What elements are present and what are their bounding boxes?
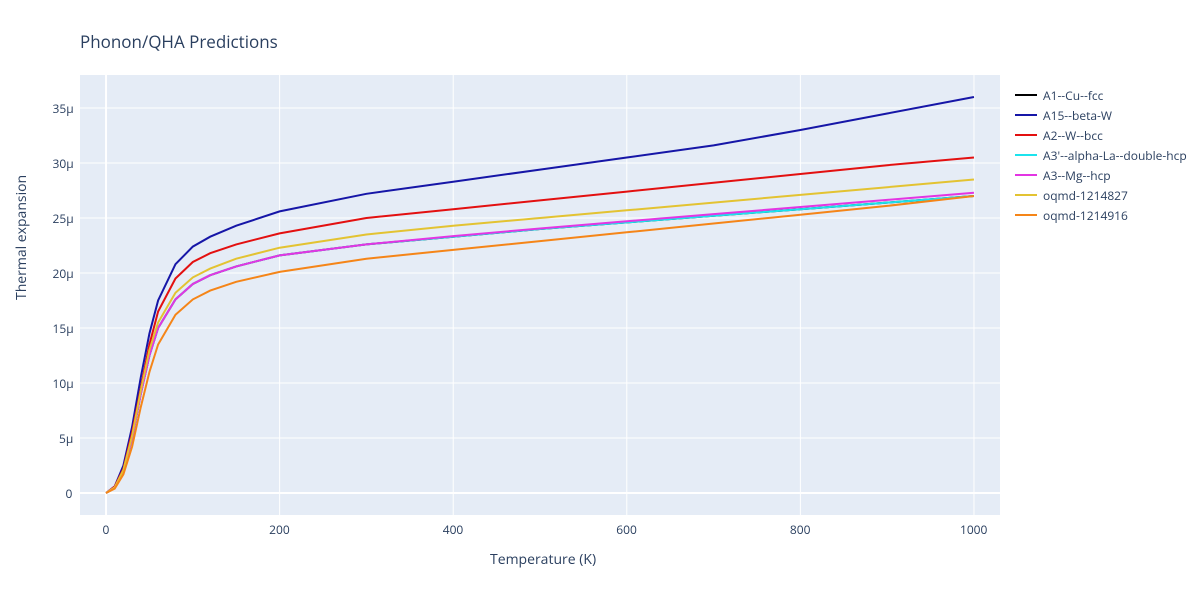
y-tick-label: 35μ bbox=[53, 100, 74, 117]
legend-label: A15--beta-W bbox=[1043, 107, 1112, 124]
legend-label: oqmd-1214827 bbox=[1043, 187, 1128, 204]
series-line[interactable] bbox=[106, 158, 974, 494]
y-tick-label: 5μ bbox=[59, 430, 73, 447]
x-tick-label: 400 bbox=[443, 521, 464, 538]
legend-swatch bbox=[1015, 174, 1037, 176]
series-line[interactable] bbox=[106, 193, 974, 493]
y-tick-label: 30μ bbox=[53, 155, 74, 172]
legend-swatch bbox=[1015, 194, 1037, 196]
x-axis-label: Temperature (K) bbox=[490, 550, 596, 569]
x-tick-label: 0 bbox=[103, 521, 110, 538]
plot-area bbox=[80, 75, 1000, 515]
legend-label: A3'--alpha-La--double-hcp bbox=[1043, 147, 1187, 164]
legend-swatch bbox=[1015, 154, 1037, 156]
y-tick-label: 20μ bbox=[53, 265, 74, 282]
y-tick-label: 10μ bbox=[53, 375, 74, 392]
series-line[interactable] bbox=[106, 196, 974, 493]
legend: A1--Cu--fcc A15--beta-W A2--W--bcc A3'--alp… bbox=[1015, 85, 1187, 225]
y-tick-label: 0 bbox=[66, 485, 73, 502]
y-tick-label: 25μ bbox=[53, 210, 74, 227]
legend-item[interactable]: A15--beta-W bbox=[1015, 105, 1187, 125]
y-tick-label: 15μ bbox=[53, 320, 74, 337]
y-axis-label: Thermal expansion bbox=[12, 175, 31, 300]
legend-swatch bbox=[1015, 134, 1037, 136]
legend-swatch bbox=[1015, 114, 1037, 116]
curves bbox=[80, 75, 1000, 515]
legend-label: A3--Mg--hcp bbox=[1043, 167, 1111, 184]
legend-item[interactable]: A2--W--bcc bbox=[1015, 125, 1187, 145]
series-line[interactable] bbox=[106, 97, 974, 493]
x-tick-label: 600 bbox=[616, 521, 637, 538]
legend-item[interactable]: A3'--alpha-La--double-hcp bbox=[1015, 145, 1187, 165]
legend-item[interactable]: A3--Mg--hcp bbox=[1015, 165, 1187, 185]
legend-item[interactable]: oqmd-1214827 bbox=[1015, 185, 1187, 205]
legend-swatch bbox=[1015, 214, 1037, 216]
legend-label: oqmd-1214916 bbox=[1043, 207, 1128, 224]
x-tick-label: 1000 bbox=[960, 521, 987, 538]
legend-label: A2--W--bcc bbox=[1043, 127, 1103, 144]
x-tick-label: 200 bbox=[269, 521, 290, 538]
legend-item[interactable]: oqmd-1214916 bbox=[1015, 205, 1187, 225]
legend-item[interactable]: A1--Cu--fcc bbox=[1015, 85, 1187, 105]
x-tick-label: 800 bbox=[790, 521, 811, 538]
legend-swatch bbox=[1015, 94, 1037, 96]
chart-title: Phonon/QHA Predictions bbox=[80, 30, 278, 53]
legend-label: A1--Cu--fcc bbox=[1043, 87, 1103, 104]
